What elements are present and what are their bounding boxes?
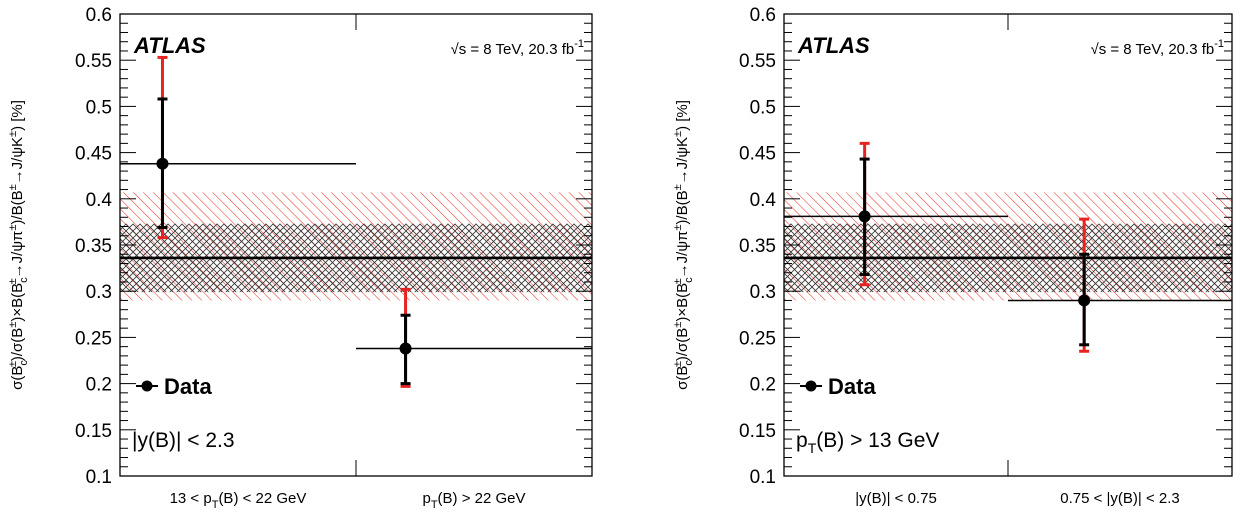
y-tick-label: 0.4 xyxy=(750,190,777,211)
y-tick-label: 0.6 xyxy=(750,5,776,26)
right-panel: 0.1 0.15 0.2 0.25 0.3 0.35 0.4 0.45 0.5 0.55 0.6 |… xyxy=(672,5,1233,507)
data-point xyxy=(1008,217,1232,353)
y-tick-label: 0.1 xyxy=(750,467,776,488)
y-axis-label: σ(Bc±)/σ(B±)×B(Bc±→J/ψπ±)/B(B±→J/ψK±) [%… xyxy=(7,100,30,390)
y-tick-label: 0.6 xyxy=(86,5,112,26)
data-point xyxy=(784,141,1008,287)
left-panel: 0.1 0.15 0.2 0.25 0.3 0.35 0.4 0.45 0.5 0.55 0.6 1… xyxy=(7,5,593,511)
x-tick-label: 13 < pT(B) < 22 GeV xyxy=(170,490,307,511)
y-tick-label: 0.35 xyxy=(75,236,112,257)
y-tick-label: 0.55 xyxy=(75,51,112,72)
combined-bands xyxy=(120,192,592,301)
y-tick-label: 0.5 xyxy=(86,97,112,118)
data-point xyxy=(356,287,592,388)
x-axis: 13 < pT(B) < 22 GeV pT(B) > 22 GeV xyxy=(170,14,526,511)
y-axis-label: σ(Bc±)/σ(B±)×B(Bc±→J/ψπ±)/B(B±→J/ψK±) [%… xyxy=(672,100,695,390)
data-points xyxy=(120,55,592,388)
experiment-label: ATLAS xyxy=(797,33,870,58)
y-tick-label: 0.45 xyxy=(739,144,776,165)
data-marker xyxy=(858,210,871,223)
combined-bands xyxy=(784,192,1232,301)
data-marker xyxy=(156,157,169,170)
legend: Data xyxy=(800,374,876,399)
data-point xyxy=(120,55,356,240)
legend-marker xyxy=(805,380,817,392)
y-tick-label: 0.3 xyxy=(86,282,112,303)
energy-lumi-label: √s = 8 TeV, 20.3 fb-1 xyxy=(450,38,584,58)
x-tick-label: |y(B)| < 0.75 xyxy=(855,490,937,507)
y-tick-label: 0.25 xyxy=(75,328,112,349)
legend-marker xyxy=(141,380,153,392)
y-axis: 0.1 0.15 0.2 0.25 0.3 0.35 0.4 0.45 0.5 0.55 0.6 xyxy=(75,5,592,488)
y-tick-label: 0.15 xyxy=(739,421,776,442)
legend: Data xyxy=(136,374,212,399)
selection-label: |y(B)| < 2.3 xyxy=(132,429,235,452)
data-marker xyxy=(1078,294,1091,307)
legend-label: Data xyxy=(164,374,212,399)
experiment-label: ATLAS xyxy=(133,33,206,58)
x-tick-label: pT(B) > 22 GeV xyxy=(422,490,525,511)
y-tick-label: 0.2 xyxy=(86,375,112,396)
data-marker xyxy=(399,342,412,355)
y-tick-label: 0.45 xyxy=(75,144,112,165)
y-tick-label: 0.15 xyxy=(75,421,112,442)
x-tick-label: 0.75 < |y(B)| < 2.3 xyxy=(1060,490,1180,507)
y-tick-label: 0.5 xyxy=(750,97,776,118)
selection-label: pT(B) > 13 GeV xyxy=(796,429,939,456)
y-tick-label: 0.3 xyxy=(750,282,776,303)
x-axis: |y(B)| < 0.75 0.75 < |y(B)| < 2.3 xyxy=(855,14,1180,507)
y-tick-label: 0.35 xyxy=(739,236,776,257)
y-axis: 0.1 0.15 0.2 0.25 0.3 0.35 0.4 0.45 0.5 0.55 0.6 xyxy=(739,5,1232,488)
y-tick-label: 0.4 xyxy=(86,190,113,211)
legend-label: Data xyxy=(828,374,876,399)
energy-lumi-label: √s = 8 TeV, 20.3 fb-1 xyxy=(1090,38,1224,58)
data-points xyxy=(784,141,1232,353)
y-tick-label: 0.25 xyxy=(739,328,776,349)
y-tick-label: 0.1 xyxy=(86,467,112,488)
y-tick-label: 0.2 xyxy=(750,375,776,396)
y-tick-label: 0.55 xyxy=(739,51,776,72)
